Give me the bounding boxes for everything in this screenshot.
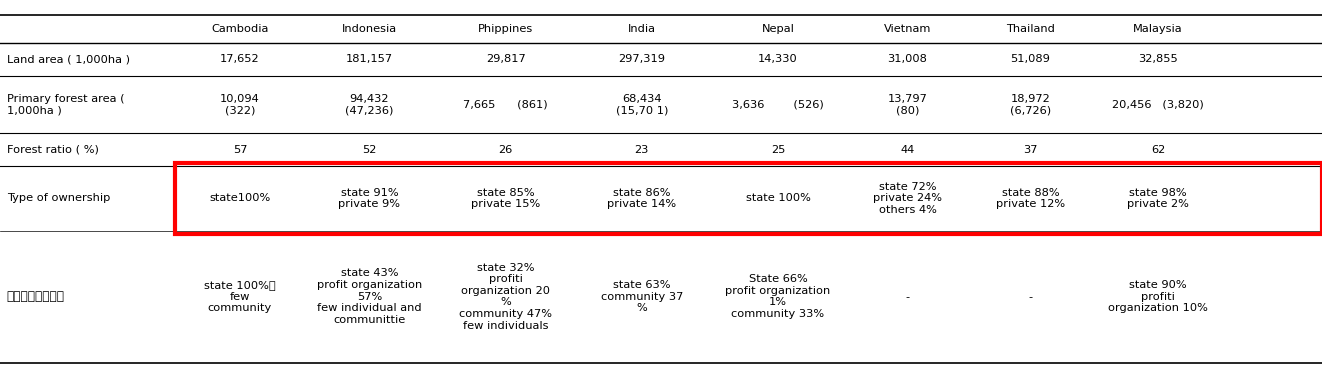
Text: -: -: [906, 292, 910, 302]
Text: Primary forest area (
1,000ha ): Primary forest area ( 1,000ha ): [7, 94, 124, 115]
Text: Indonesia: Indonesia: [342, 24, 397, 34]
Text: state 90%
profiti
organization 10%: state 90% profiti organization 10%: [1108, 280, 1208, 313]
Text: Nepal: Nepal: [761, 24, 795, 34]
Text: 68,434
(15,70 1): 68,434 (15,70 1): [616, 94, 668, 115]
Text: 18,972
(6,726): 18,972 (6,726): [1010, 94, 1051, 115]
Text: 20,456   (3,820): 20,456 (3,820): [1112, 99, 1204, 110]
Text: 国有林の管理主体: 国有林の管理主体: [7, 290, 65, 303]
Text: 29,817: 29,817: [485, 54, 526, 64]
Text: Forest ratio ( %): Forest ratio ( %): [7, 145, 98, 155]
Text: state 43%
profit organization
57%
few individual and
communittie: state 43% profit organization 57% few in…: [317, 269, 422, 325]
Text: state100%: state100%: [209, 193, 271, 203]
Text: 14,330: 14,330: [758, 54, 798, 64]
Text: 10,094
(322): 10,094 (322): [219, 94, 260, 115]
Text: Land area ( 1,000ha ): Land area ( 1,000ha ): [7, 54, 130, 64]
Text: 57: 57: [233, 145, 247, 155]
Text: Vietnam: Vietnam: [884, 24, 931, 34]
Text: 94,432
(47,236): 94,432 (47,236): [345, 94, 394, 115]
Text: 297,319: 297,319: [619, 54, 665, 64]
Text: state 63%
community 37
%: state 63% community 37 %: [600, 280, 683, 313]
Bar: [175, 163, 1322, 234]
Text: state 86%
private 14%: state 86% private 14%: [607, 188, 677, 209]
Text: Cambodia: Cambodia: [212, 24, 268, 34]
Text: 52: 52: [362, 145, 377, 155]
Text: 44: 44: [900, 145, 915, 155]
Text: state 91%
private 9%: state 91% private 9%: [338, 188, 401, 209]
Text: -: -: [1029, 292, 1032, 302]
Text: state 98%
private 2%: state 98% private 2%: [1128, 188, 1188, 209]
Text: state 32%
profiti
organization 20
%
community 47%
few individuals: state 32% profiti organization 20 % comm…: [459, 263, 553, 331]
Text: 62: 62: [1151, 145, 1165, 155]
Text: state 85%
private 15%: state 85% private 15%: [471, 188, 541, 209]
Text: Thailand: Thailand: [1006, 24, 1055, 34]
Text: state 88%
private 12%: state 88% private 12%: [995, 188, 1066, 209]
Text: 37: 37: [1023, 145, 1038, 155]
Text: state 100%、
few
community: state 100%、 few community: [204, 280, 276, 313]
Text: Type of ownership: Type of ownership: [7, 193, 110, 203]
Text: State 66%
profit organization
1%
community 33%: State 66% profit organization 1% communi…: [726, 274, 830, 319]
Text: 17,652: 17,652: [221, 54, 259, 64]
Text: 51,089: 51,089: [1010, 54, 1051, 64]
Text: 23: 23: [635, 145, 649, 155]
Text: 32,855: 32,855: [1138, 54, 1178, 64]
Text: state 72%
private 24%
others 4%: state 72% private 24% others 4%: [873, 182, 943, 215]
Text: 3,636        (526): 3,636 (526): [732, 99, 824, 110]
Text: 181,157: 181,157: [346, 54, 393, 64]
Text: 31,008: 31,008: [887, 54, 928, 64]
Text: 7,665      (861): 7,665 (861): [463, 99, 549, 110]
Text: 25: 25: [771, 145, 785, 155]
Text: Phippines: Phippines: [479, 24, 533, 34]
Text: India: India: [628, 24, 656, 34]
Text: 13,797
(80): 13,797 (80): [887, 94, 928, 115]
Text: state 100%: state 100%: [746, 193, 810, 203]
Text: Malaysia: Malaysia: [1133, 24, 1183, 34]
Text: 26: 26: [498, 145, 513, 155]
